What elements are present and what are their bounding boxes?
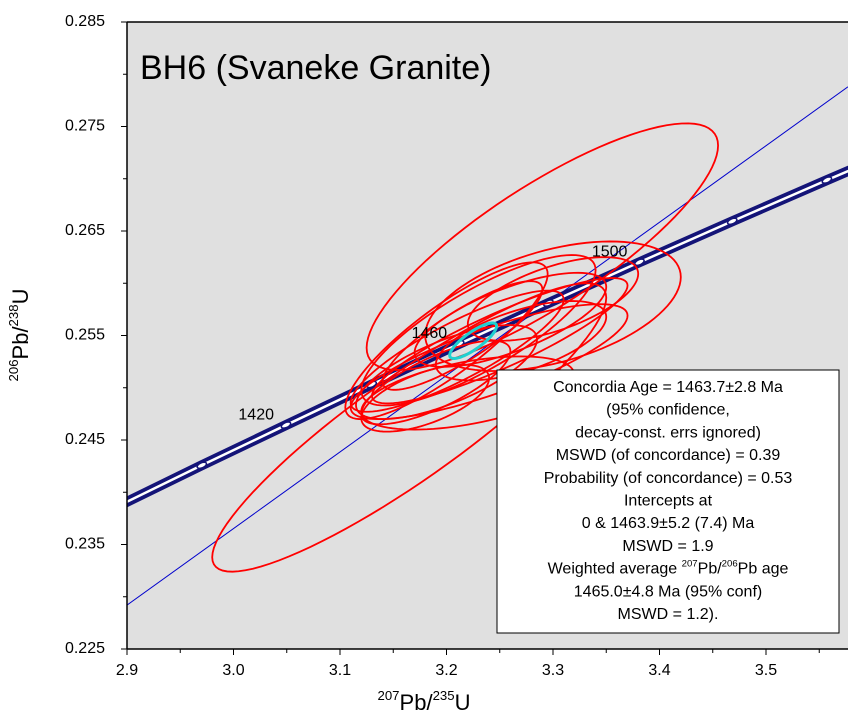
- annotation-line: decay-const. errs ignored): [575, 425, 761, 442]
- annotation-line: 0 & 1463.9±5.2 (7.4) Ma: [582, 515, 755, 532]
- error-ellipse: [434, 300, 608, 382]
- error-ellipse: [413, 271, 608, 368]
- y-tick-label: 0.225: [65, 640, 105, 657]
- error-ellipse: [365, 122, 719, 371]
- text-part: Intercepts at: [624, 493, 713, 510]
- annotation-line: Concordia Age = 1463.7±2.8 Ma: [553, 379, 783, 396]
- text-part: U: [8, 289, 33, 305]
- text-part: (95% confidence,: [606, 402, 730, 419]
- text-part: 0 & 1463.9±5.2 (7.4) Ma: [582, 515, 755, 532]
- concordia-band-center: [127, 169, 848, 504]
- superscript: 238: [6, 304, 21, 326]
- annotation-line: MSWD (of concordance) = 0.39: [556, 447, 781, 464]
- age-marker: [280, 421, 292, 429]
- error-ellipse: [349, 303, 629, 421]
- text-part: MSWD = 1.9: [622, 538, 713, 555]
- text-part: Pb/: [8, 326, 33, 360]
- x-axis-label: 207Pb/235U: [378, 688, 471, 715]
- annotation-line: MSWD = 1.9: [622, 538, 713, 555]
- superscript: 206: [722, 559, 738, 570]
- error-ellipse: [466, 256, 640, 342]
- x-tick-label: 2.9: [116, 662, 138, 679]
- text-part: Pb age: [738, 561, 789, 578]
- x-tick-label: 3.5: [755, 662, 777, 679]
- text-part: Pb/: [698, 561, 723, 578]
- x-tick-label: 3.1: [329, 662, 351, 679]
- y-tick-label: 0.255: [65, 327, 105, 344]
- y-tick-label: 0.285: [65, 13, 105, 30]
- error-ellipse: [344, 261, 549, 420]
- y-tick-label: 0.235: [65, 536, 105, 553]
- y-tick-label: 0.275: [65, 118, 105, 135]
- annotation-line: Intercepts at: [624, 493, 713, 510]
- text-part: U: [455, 690, 471, 715]
- age-marker: [114, 501, 125, 510]
- x-tick-label: 3.2: [435, 662, 457, 679]
- x-tick-label: 3.0: [222, 662, 244, 679]
- text-part: MSWD = 1.2).: [618, 606, 719, 623]
- chart-title: BH6 (Svaneke Granite): [140, 49, 492, 87]
- text-part: Concordia Age = 1463.7±2.8 Ma: [553, 379, 783, 396]
- y-axis-label: 206Pb/238U: [6, 289, 33, 382]
- y-tick-label: 0.245: [65, 431, 105, 448]
- text-part: MSWD (of concordance) = 0.39: [556, 447, 781, 464]
- x-tick-label: 3.4: [648, 662, 670, 679]
- mean-ellipse: [448, 321, 499, 360]
- superscript: 206: [6, 359, 21, 381]
- age-marker: [726, 217, 738, 226]
- y-tick-label: 0.265: [65, 222, 105, 239]
- age-marker: [196, 461, 208, 470]
- annotation-line: (95% confidence,: [606, 402, 730, 419]
- age-marker: [634, 258, 645, 267]
- age-label: 1500: [592, 243, 628, 260]
- x-tick-label: 3.3: [542, 662, 564, 679]
- age-label: 1460: [412, 325, 448, 342]
- annotation-line: Probability (of concordance) = 0.53: [544, 470, 793, 487]
- text-part: Pb/: [400, 690, 434, 715]
- superscript: 207: [378, 688, 400, 703]
- annotation-line: MSWD = 1.2).: [618, 606, 719, 623]
- annotation-line: 1465.0±4.8 Ma (95% conf): [574, 584, 762, 601]
- text-part: decay-const. errs ignored): [575, 425, 761, 442]
- text-part: 1465.0±4.8 Ma (95% conf): [574, 584, 762, 601]
- text-part: Weighted average: [548, 561, 682, 578]
- age-marker: [821, 176, 833, 184]
- superscript: 235: [433, 688, 455, 703]
- annotation-line: Weighted average 207Pb/206Pb age: [548, 559, 789, 578]
- error-ellipse: [360, 363, 491, 433]
- annotation-box: [496, 369, 840, 634]
- text-part: Probability (of concordance) = 0.53: [544, 470, 793, 487]
- age-label: 1420: [238, 406, 274, 423]
- superscript: 207: [682, 559, 698, 570]
